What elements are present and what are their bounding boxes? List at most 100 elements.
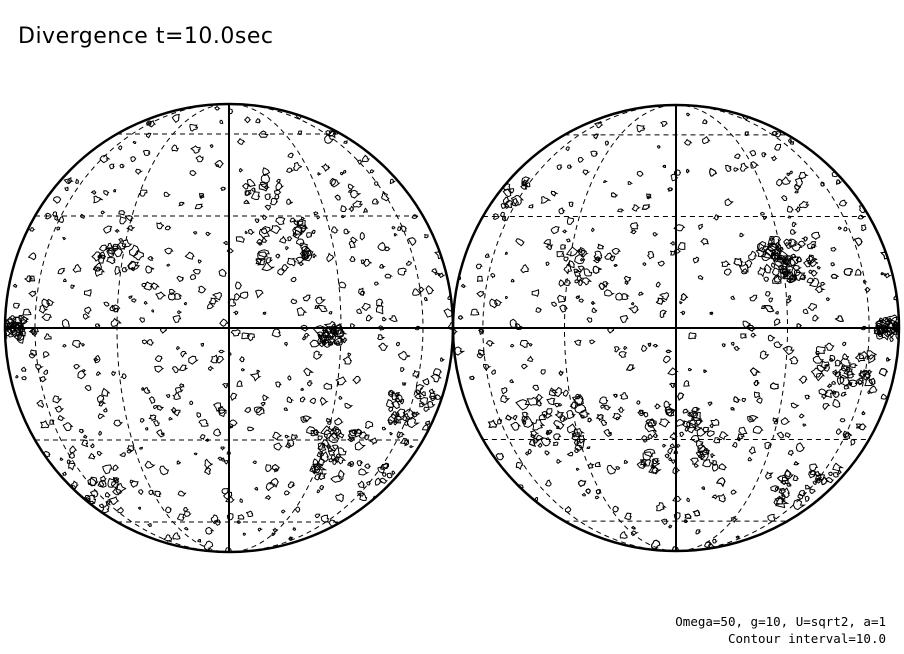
contour-line [121, 267, 129, 273]
contour-line [295, 506, 301, 513]
contour-line [98, 430, 103, 436]
contour-line [332, 458, 338, 465]
contour-line [673, 512, 681, 520]
contour-line [339, 171, 344, 176]
contour-line [558, 370, 564, 376]
contour-line [357, 480, 365, 489]
contour-line [514, 323, 523, 331]
contour-line [251, 187, 256, 192]
contour-line [710, 418, 720, 427]
contour-line [680, 293, 689, 301]
contour-line [77, 370, 87, 380]
contour-line [269, 197, 279, 206]
contour-line [774, 143, 782, 151]
contour-line [619, 392, 629, 400]
contour-line [101, 464, 113, 475]
contour-line [189, 400, 194, 406]
contour-line [616, 208, 625, 213]
contour-line [302, 415, 312, 422]
contour-line [595, 413, 604, 422]
contour-line [686, 424, 698, 434]
contour-line [868, 377, 876, 386]
contour-line [773, 495, 785, 506]
contour-line [262, 311, 267, 316]
contour-line [437, 272, 442, 277]
contour-line [256, 238, 264, 245]
contour-line [281, 509, 286, 514]
contour-line [78, 428, 85, 434]
contour-line [638, 409, 644, 415]
contour-line [469, 375, 475, 381]
contour-line [520, 363, 529, 370]
contour-line [787, 138, 793, 143]
contour-line [226, 512, 234, 521]
contour-line [786, 205, 794, 213]
contour-line [475, 263, 483, 270]
contour-line [66, 459, 73, 464]
contour-line [427, 400, 436, 408]
contour-line [628, 305, 640, 314]
contour-line [172, 392, 181, 401]
contour-line [763, 263, 773, 274]
contour-line [707, 401, 713, 407]
contour-line [434, 393, 443, 400]
contour-line [771, 251, 777, 257]
contour-line [168, 417, 174, 421]
contour-line [806, 277, 815, 284]
contour-line [269, 477, 280, 489]
contour-line [848, 379, 858, 388]
contour-line [179, 383, 185, 389]
contour-line [773, 341, 784, 348]
contour-line [502, 188, 513, 198]
contour-line [836, 376, 845, 386]
contour-line [789, 355, 799, 365]
contour-line [13, 302, 20, 309]
contour-line [20, 366, 27, 372]
contour-line [271, 532, 277, 537]
contour-line [209, 144, 214, 149]
contour-line [402, 409, 416, 420]
contour-line [797, 493, 804, 501]
contour-line [454, 328, 458, 335]
contour-line [295, 238, 305, 247]
contour-line [54, 215, 59, 221]
contour-line [277, 268, 285, 276]
figure-title: Divergence t=10.0sec [18, 24, 274, 49]
contour-line [287, 152, 295, 159]
contour-line [247, 228, 256, 236]
contour-line [658, 418, 671, 428]
contour-line [571, 394, 584, 406]
contour-line [295, 256, 305, 265]
contour-line [415, 383, 425, 395]
contour-line [793, 460, 800, 466]
contour-line [696, 426, 708, 437]
contour-line [500, 394, 511, 404]
contour-line [509, 343, 515, 348]
contour-line [810, 367, 824, 378]
contour-line [275, 253, 281, 259]
contour-line [505, 414, 514, 421]
contour-line [338, 281, 347, 289]
contour-line [826, 383, 833, 389]
contour-line [629, 229, 637, 235]
contour-line [112, 245, 121, 252]
contour-line [688, 332, 697, 340]
contour-line [250, 191, 261, 201]
contour-line [343, 140, 348, 144]
contour-line [604, 252, 614, 260]
contour-line [176, 460, 182, 465]
contour-line [119, 163, 125, 169]
contour-line [723, 268, 732, 276]
contour-line [101, 387, 111, 397]
contour-line [679, 300, 684, 305]
contour-line [114, 229, 121, 233]
contour-line [275, 216, 286, 226]
contour-line [324, 429, 334, 440]
contour-line [262, 394, 270, 401]
contour-line [692, 256, 700, 264]
contour-line [396, 430, 405, 439]
contour-line [665, 408, 676, 417]
contour-line [443, 308, 452, 318]
contour-line [382, 462, 389, 470]
contour-line [19, 316, 29, 327]
